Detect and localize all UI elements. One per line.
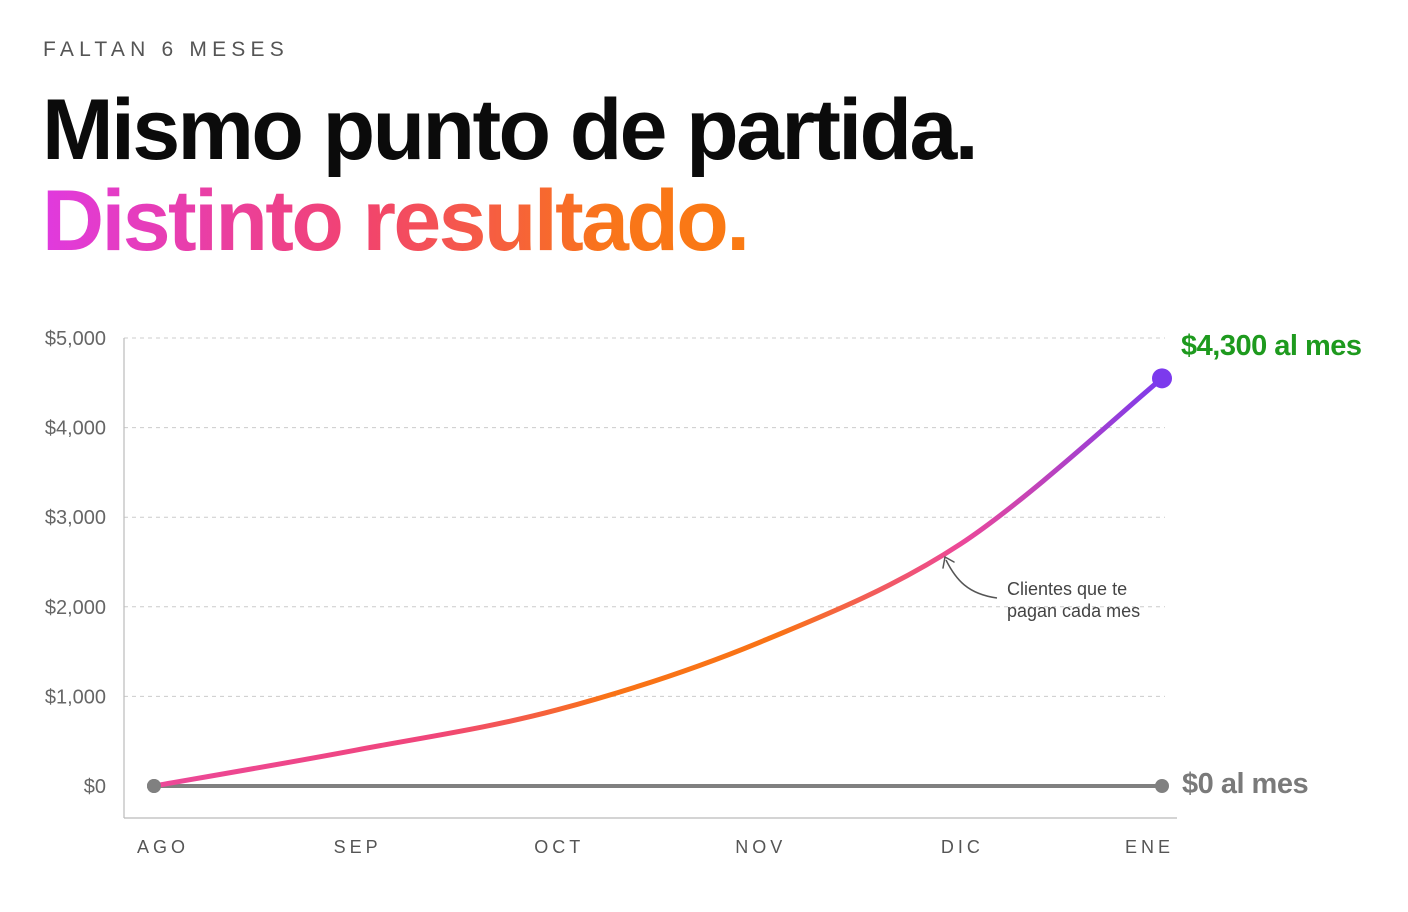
y-tick-label: $0: [84, 776, 106, 798]
annotation-arrowhead: [942, 556, 955, 569]
growth-series-line: [151, 375, 1165, 789]
eyebrow-label: FALTAN 6 MESES: [43, 38, 289, 61]
y-tick-label: $2,000: [45, 597, 106, 619]
x-tick-labels: AGO SEP OCT NOV DIC ENE: [137, 837, 1174, 857]
grid-layer: [124, 337, 1165, 697]
flat-series-point: [1155, 779, 1169, 793]
y-tick-label: $3,000: [45, 507, 106, 529]
x-tick-label: DIC: [941, 837, 984, 857]
axis-layer: [123, 338, 1177, 819]
x-tick-label: NOV: [735, 837, 786, 857]
series-layer: [147, 368, 1172, 793]
growth-end-label: $4,300 al mes: [1181, 330, 1362, 362]
headline-line-1: Mismo punto de partida.: [42, 82, 979, 178]
annotation-text: pagan cada mes: [1007, 601, 1140, 621]
annotation-layer: $4,300 al mes $0 al mes Clientes que tepag…: [942, 330, 1362, 800]
x-tick-label: OCT: [534, 837, 584, 857]
flat-end-label: $0 al mes: [1182, 768, 1308, 800]
y-tick-label: $1,000: [45, 686, 106, 708]
x-tick-label: SEP: [334, 837, 382, 857]
growth-series-start-point: [147, 779, 161, 793]
growth-series-end-point: [1152, 368, 1172, 389]
annotation-text: Clientes que te: [1007, 579, 1127, 599]
annotation-arrow: [945, 559, 998, 599]
x-tick-label: AGO: [137, 837, 189, 857]
headline-line-2: Distinto resultado.: [42, 173, 750, 269]
y-tick-label: $5,000: [45, 328, 106, 350]
y-tick-labels: $0 $1,000 $2,000 $3,000 $4,000 $5,000: [45, 328, 106, 798]
x-tick-label: ENE: [1125, 837, 1174, 857]
y-tick-label: $4,000: [45, 418, 106, 440]
